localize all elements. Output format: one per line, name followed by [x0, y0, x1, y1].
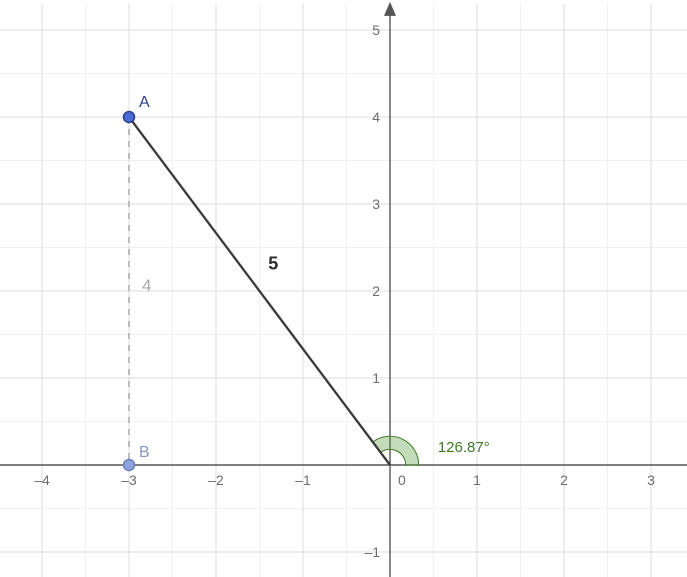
segment-label: 5	[268, 253, 278, 273]
x-tick-label: –1	[295, 472, 311, 488]
point-label: B	[139, 444, 150, 461]
y-axis-arrow-icon	[384, 2, 396, 16]
axes: –4 –3 –2 –1 0 1 2 3 –1 1 2 3 4 5	[0, 2, 687, 577]
x-tick-label: 3	[647, 472, 655, 488]
segment-label: 4	[142, 276, 151, 295]
point-a	[124, 112, 135, 123]
y-tick-label: 3	[372, 196, 380, 212]
y-tick-label: 5	[372, 22, 380, 38]
y-tick-label: 1	[372, 370, 380, 386]
angle-label: 126.87°	[438, 439, 490, 456]
x-tick-label: 0	[398, 472, 406, 488]
geometry-plot: –4 –3 –2 –1 0 1 2 3 –1 1 2 3 4 5 126.87° 4 5 A B	[0, 0, 687, 577]
x-tick-label: –4	[34, 472, 50, 488]
x-tick-label: 1	[473, 472, 481, 488]
grid	[0, 4, 687, 577]
y-tick-label: 2	[372, 283, 380, 299]
y-tick-label: –1	[364, 544, 380, 560]
x-tick-label: 2	[560, 472, 568, 488]
point-b	[124, 460, 135, 471]
y-tick-label: 4	[372, 109, 380, 125]
point-label: A	[139, 94, 150, 111]
x-tick-label: –3	[121, 472, 137, 488]
x-tick-label: –2	[208, 472, 224, 488]
